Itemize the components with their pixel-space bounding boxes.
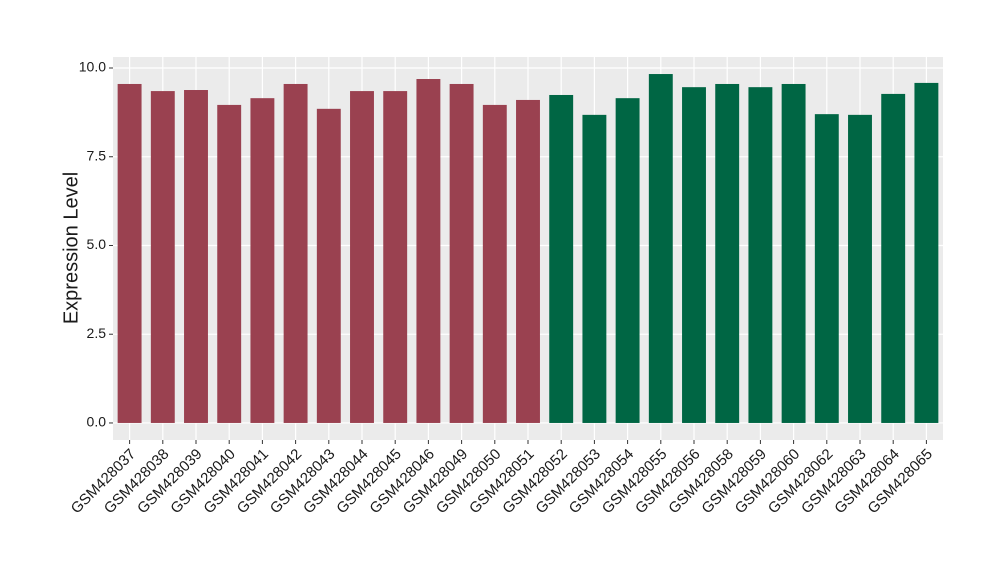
bar [350, 91, 374, 423]
bar [615, 98, 640, 423]
bar [383, 91, 408, 423]
y-tick-label: 10.0 [79, 59, 106, 75]
y-tick-label: 5.0 [87, 236, 107, 252]
bar [316, 108, 341, 423]
y-tick-label: 0.0 [87, 414, 107, 430]
bar [914, 82, 939, 423]
bar [715, 83, 740, 423]
bar [516, 99, 540, 423]
bar [416, 79, 441, 423]
bar [150, 91, 175, 423]
bar [449, 83, 474, 423]
bar [682, 87, 706, 423]
y-tick-label: 7.5 [87, 147, 107, 163]
bar [117, 83, 142, 423]
bar [881, 93, 906, 423]
bar [582, 114, 607, 423]
bar [781, 83, 806, 423]
bar [549, 94, 574, 423]
bar [848, 114, 872, 423]
bar [814, 114, 839, 423]
y-axis-title: Expression Level [60, 172, 82, 324]
bar [648, 74, 673, 423]
bar [748, 87, 773, 423]
bar [217, 104, 242, 423]
bar [283, 83, 308, 423]
bar [482, 104, 507, 423]
y-tick-label: 2.5 [87, 325, 107, 341]
bar [184, 90, 208, 423]
bar [250, 98, 275, 423]
